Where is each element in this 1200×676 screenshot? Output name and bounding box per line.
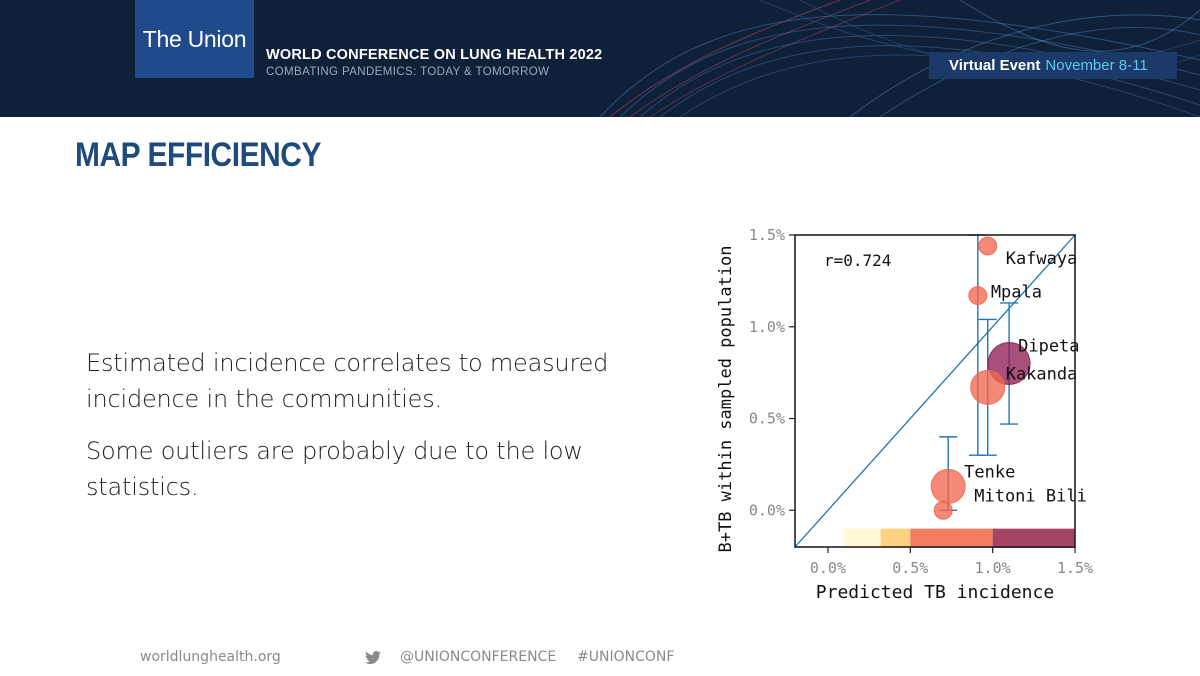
event-label: Virtual Event [949,57,1041,74]
conference-subtitle: COMBATING PANDEMICS: TODAY & TOMORROW [266,66,550,78]
footer-hashtag[interactable]: #UNIONCONF [577,649,675,665]
color-bar-band-3 [992,528,1075,548]
point-label-mpala: Mpala [991,283,1042,303]
union-logo-text: The Union [142,25,247,52]
point-mpala [968,286,988,306]
union-logo: The Union [135,0,254,78]
x-axis-label: Predicted TB incidence [816,582,1054,603]
event-dates: November 8-11 [1045,57,1148,74]
point-kakanda [970,369,1006,405]
x-tick-label: 1.5% [1057,559,1093,577]
point-mitoni-bili [933,500,953,520]
y-axis-label: B+TB within sampled population [716,245,736,552]
x-tick-label: 0.5% [892,559,928,577]
x-tick-label: 1.0% [975,559,1011,577]
color-bar-band-1 [880,528,911,548]
point-label-kakanda: Kakanda [1006,364,1078,384]
point-kafwaya [978,236,998,256]
point-label-tenke: Tenke [964,462,1015,482]
identity-line [794,234,1076,548]
point-label-kafwaya: Kafwaya [1006,249,1078,269]
point-tenke [930,468,966,504]
virtual-event-badge: Virtual Event November 8-11 [929,52,1177,79]
y-tick-label: 1.5% [749,226,785,244]
twitter-bird-icon [365,651,381,664]
body-paragraph-2: Some outliers are probably due to the lo… [86,437,583,501]
y-tick-label: 1.0% [749,318,785,336]
header-wave-decoration [599,0,1200,117]
y-tick-label: 0.0% [749,501,785,519]
incidence-scatter-chart: Kafwaya Mpala Dipeta Kakanda Tenke Mitoni Bil… [716,226,1093,603]
point-label-dipeta: Dipeta [1018,336,1079,356]
footer-website[interactable]: worldlunghealth.org [140,649,281,665]
conference-header: The Union WORLD CONFERENCE ON LUNG HEALT… [0,0,1200,117]
footer-twitter-handle[interactable]: @UNIONCONFERENCE [400,649,557,665]
plot-frame [794,234,1076,548]
conference-title: WORLD CONFERENCE ON LUNG HEALTH 2022 [266,47,603,63]
slide-title: MAP EFFICIENCY [75,136,321,174]
point-label-mitoni-bili: Mitoni Bili [974,486,1087,506]
x-tick-label: 0.0% [810,559,846,577]
correlation-annotation: r=0.724 [824,251,891,270]
color-bar-band-2 [910,528,993,548]
color-bar-band-0 [844,528,881,548]
body-paragraph-1: Estimated incidence correlates to measur… [86,349,609,413]
slide-body: Estimated incidence correlates to measur… [86,345,646,521]
y-tick-label: 0.5% [749,410,785,428]
